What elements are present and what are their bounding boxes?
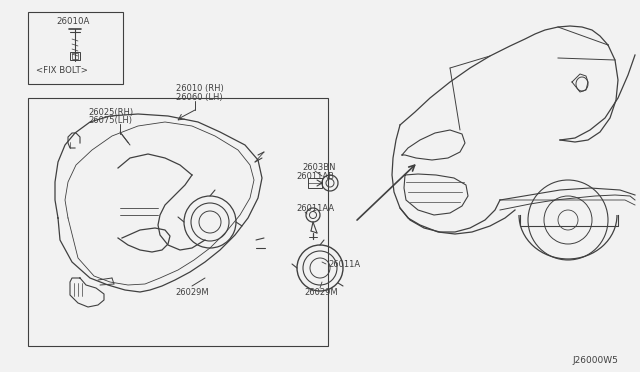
Bar xyxy=(28,98,328,346)
Text: J26000W5: J26000W5 xyxy=(572,356,618,365)
Text: 26029M: 26029M xyxy=(304,288,338,297)
Text: 26010 (RH): 26010 (RH) xyxy=(176,84,224,93)
Bar xyxy=(70,52,80,60)
Text: 26011AB: 26011AB xyxy=(296,172,334,181)
Text: 26011A: 26011A xyxy=(328,260,360,269)
Text: 26060 (LH): 26060 (LH) xyxy=(176,93,223,102)
Bar xyxy=(72,53,78,59)
Text: 26025(RH): 26025(RH) xyxy=(88,108,133,117)
Bar xyxy=(28,12,123,84)
Bar xyxy=(308,178,322,188)
Text: 26011AA: 26011AA xyxy=(296,204,334,213)
Text: 26029M: 26029M xyxy=(175,288,209,297)
Text: 26010A: 26010A xyxy=(56,17,90,26)
Text: 2603BN: 2603BN xyxy=(302,163,335,172)
Text: <FIX BOLT>: <FIX BOLT> xyxy=(36,66,88,75)
Text: 26075(LH): 26075(LH) xyxy=(88,116,132,125)
